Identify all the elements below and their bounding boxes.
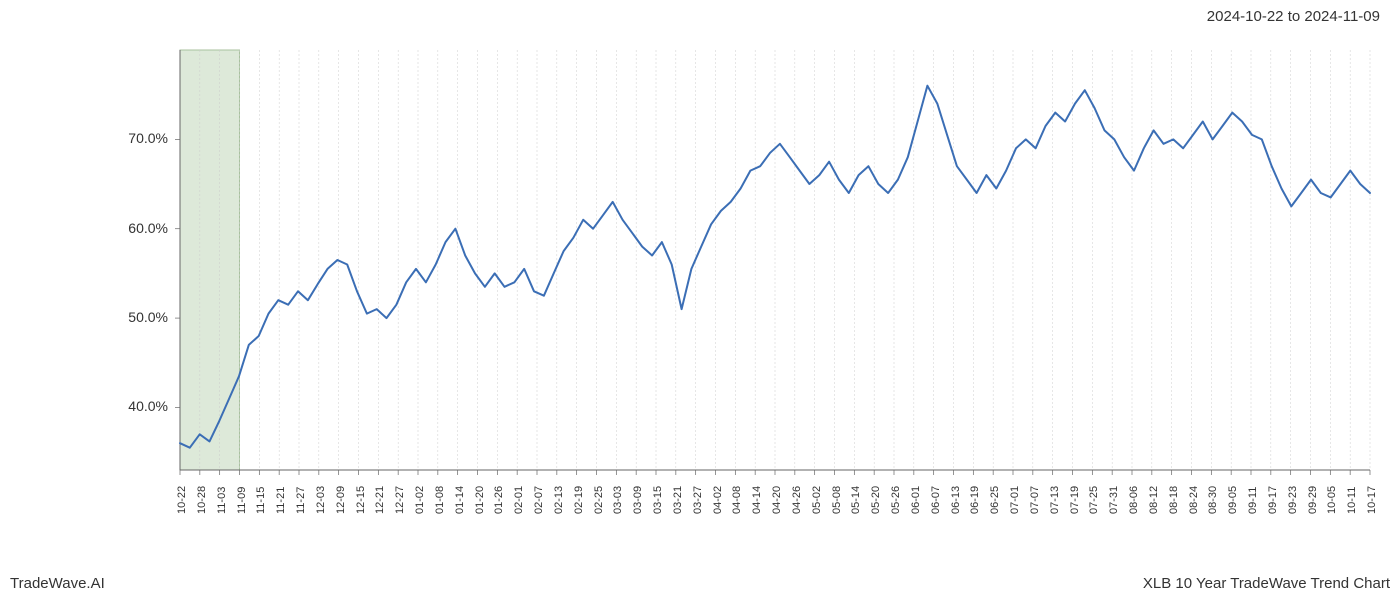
- x-tick-label: 02-25: [593, 486, 605, 514]
- chart-title: XLB 10 Year TradeWave Trend Chart: [1143, 575, 1390, 592]
- x-tick-label: 09-05: [1227, 486, 1239, 514]
- x-tick-label: 05-26: [890, 486, 902, 514]
- x-tick-label: 08-30: [1207, 486, 1219, 514]
- x-tick-label: 09-23: [1287, 486, 1299, 514]
- x-tick-label: 07-13: [1049, 486, 1061, 514]
- x-tick-label: 02-19: [573, 486, 585, 514]
- x-tick-label: 03-03: [612, 486, 624, 514]
- x-tick-label: 04-14: [751, 486, 763, 514]
- x-tick-label: 04-26: [791, 486, 803, 514]
- x-tick-label: 03-15: [652, 486, 664, 514]
- date-range-label: 2024-10-22 to 2024-11-09: [1207, 8, 1380, 25]
- x-tick-label: 08-12: [1148, 486, 1160, 514]
- x-tick-label: 08-18: [1168, 486, 1180, 514]
- x-tick-label: 01-26: [493, 486, 505, 514]
- x-tick-label: 12-21: [374, 486, 386, 514]
- x-tick-label: 01-08: [434, 486, 446, 514]
- x-tick-label: 03-21: [672, 486, 684, 514]
- x-tick-label: 12-03: [315, 486, 327, 514]
- x-tick-label: 08-24: [1188, 486, 1200, 514]
- x-tick-label: 07-07: [1029, 486, 1041, 514]
- x-tick-label: 02-01: [513, 486, 525, 514]
- x-tick-label: 04-02: [712, 486, 724, 514]
- trend-chart: 40.0% 50.0% 60.0% 70.0% 10-22 10-28 11-03 11-0…: [0, 40, 1400, 530]
- x-tick-label: 07-31: [1108, 486, 1120, 514]
- x-tick-label: 10-28: [196, 486, 208, 514]
- x-tick-label: 07-01: [1009, 486, 1021, 514]
- x-tick-label: 03-27: [692, 486, 704, 514]
- x-tick-label: 06-07: [930, 486, 942, 514]
- x-tick-label: 05-14: [850, 486, 862, 514]
- x-tick-label: 01-14: [454, 486, 466, 514]
- x-tick-label: 03-09: [632, 486, 644, 514]
- x-tick-label: 06-19: [969, 486, 981, 514]
- x-tick-label: 05-20: [870, 486, 882, 514]
- y-tick-label: 60.0%: [0, 220, 168, 236]
- x-tick-label: 10-17: [1366, 486, 1378, 514]
- x-tick-label: 07-25: [1088, 486, 1100, 514]
- x-tick-label: 11-21: [275, 487, 287, 514]
- x-tick-label: 01-20: [474, 486, 486, 514]
- brand-label: TradeWave.AI: [10, 575, 105, 592]
- x-tick-label: 02-07: [533, 486, 545, 514]
- x-tick-label: 06-01: [910, 486, 922, 514]
- x-tick-label: 12-15: [355, 486, 367, 514]
- y-tick-label: 70.0%: [0, 130, 168, 146]
- x-tick-label: 08-06: [1128, 486, 1140, 514]
- x-tick-label: 10-05: [1326, 486, 1338, 514]
- x-tick-label: 11-15: [255, 487, 267, 514]
- x-tick-label: 01-02: [414, 486, 426, 514]
- x-tick-label: 12-09: [335, 486, 347, 514]
- x-tick-label: 07-19: [1069, 486, 1081, 514]
- x-tick-label: 11-27: [295, 487, 307, 514]
- x-tick-label: 11-03: [216, 487, 228, 514]
- x-tick-label: 04-20: [771, 486, 783, 514]
- x-tick-label: 06-25: [989, 486, 1001, 514]
- y-tick-label: 50.0%: [0, 309, 168, 325]
- x-tick-label: 04-08: [731, 486, 743, 514]
- chart-svg: [0, 40, 1400, 530]
- x-tick-label: 05-02: [811, 486, 823, 514]
- x-tick-label: 02-13: [553, 486, 565, 514]
- x-tick-label: 05-08: [831, 486, 843, 514]
- x-tick-label: 09-29: [1307, 486, 1319, 514]
- x-tick-label: 12-27: [394, 486, 406, 514]
- y-tick-label: 40.0%: [0, 398, 168, 414]
- x-tick-label: 09-11: [1247, 487, 1259, 514]
- x-tick-label: 10-22: [176, 486, 188, 514]
- x-tick-label: 10-11: [1346, 487, 1358, 514]
- x-tick-label: 11-09: [236, 487, 248, 514]
- x-tick-label: 09-17: [1267, 486, 1279, 514]
- x-tick-label: 06-13: [950, 486, 962, 514]
